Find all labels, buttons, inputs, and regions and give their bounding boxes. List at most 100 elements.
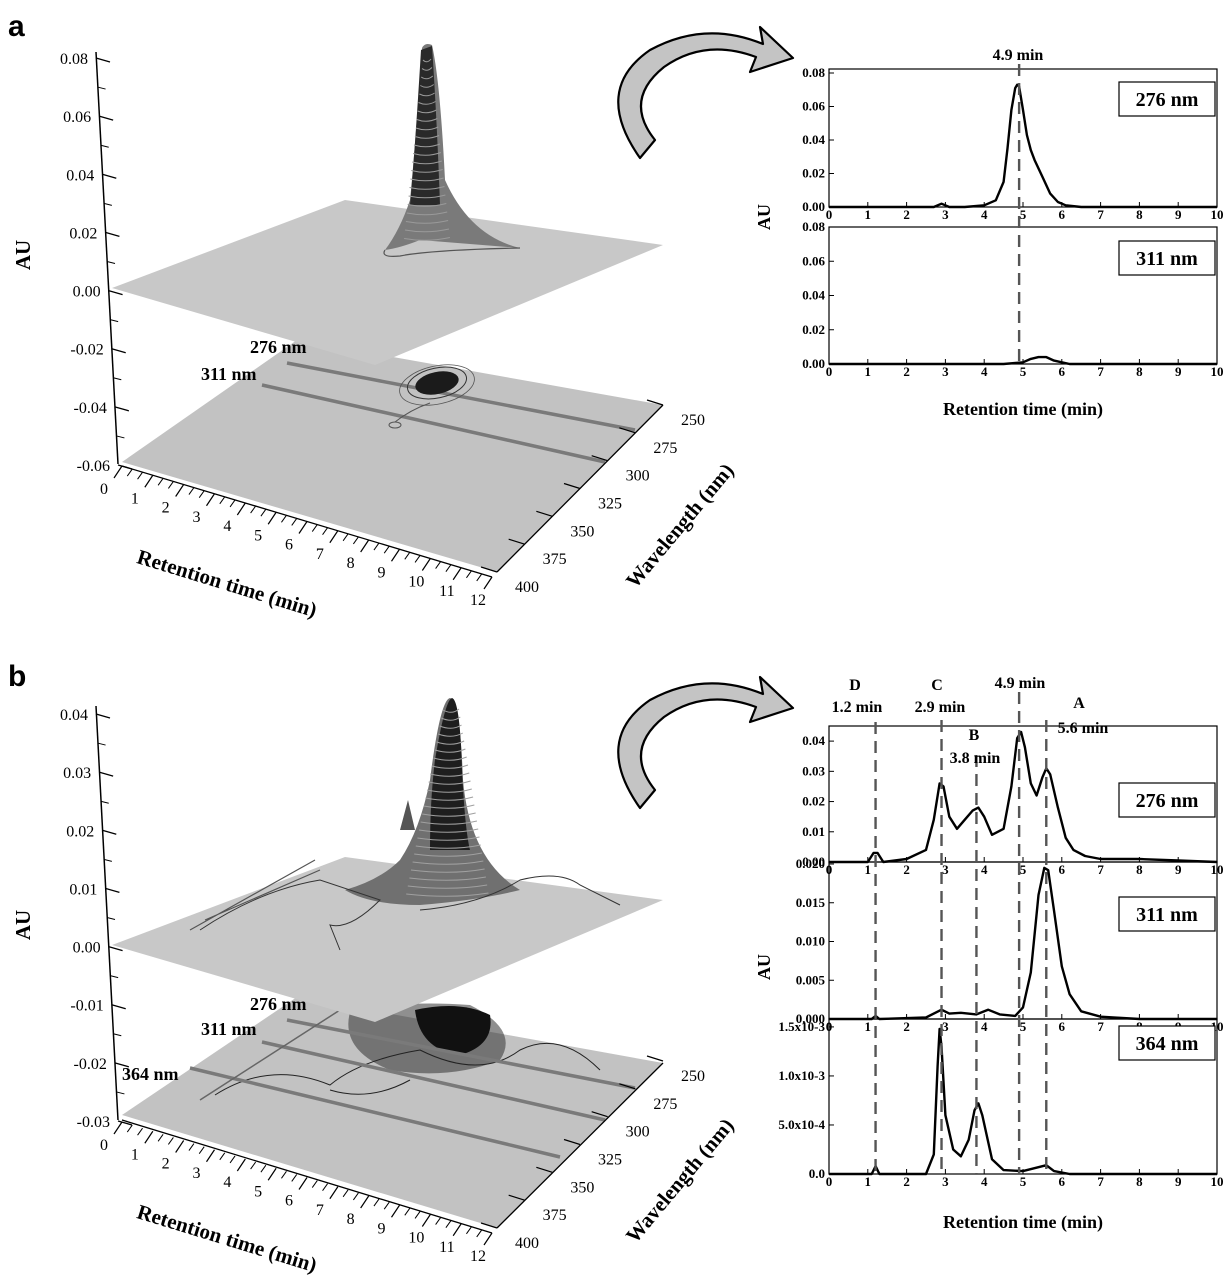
x-minor-tick xyxy=(229,499,236,508)
peak-letter: D xyxy=(849,677,861,694)
z-tick-label: 0.04 xyxy=(60,707,88,724)
x-minor-tick xyxy=(250,505,257,514)
x-tick-label: 4 xyxy=(223,518,231,535)
x-minor-tick xyxy=(342,1189,349,1198)
x-tick-label: 5 xyxy=(1020,1019,1027,1034)
series-line-311-nm xyxy=(829,355,1217,366)
subplot-311-nm: 0.00 0.02 0.04 0.06 0.08 0 1 2 3 4 5 6 7 8 9 10 311 nm xyxy=(802,219,1223,379)
y-tick xyxy=(508,538,525,545)
x-minor-tick xyxy=(404,552,411,560)
x-tick-label: 10 xyxy=(1211,207,1224,222)
z-tick-label: -0.04 xyxy=(74,400,107,417)
x-tick-label: 7 xyxy=(1097,1019,1104,1034)
x-tick-label: 4 xyxy=(981,1174,988,1189)
floor-line-311nm xyxy=(261,1040,606,1122)
x-tick-label: 1 xyxy=(865,1174,872,1189)
z-tick-label: 0.00 xyxy=(73,940,101,957)
y-tick xyxy=(646,1055,664,1062)
x-tick-label: 3 xyxy=(193,509,201,526)
x-tick-label: 6 xyxy=(285,537,293,554)
z-tick-label: 0.03 xyxy=(63,765,91,782)
x-tick-label: 9 xyxy=(1175,862,1182,877)
y-tick xyxy=(480,1222,498,1229)
wavelength-box xyxy=(1118,1025,1216,1061)
z-tick-label: -0.06 xyxy=(77,458,110,475)
y-tick-label: 300 xyxy=(626,468,650,485)
x-tick-label: 0 xyxy=(100,481,108,498)
x-tick-label: 3 xyxy=(193,1165,201,1182)
y-tick xyxy=(536,1166,553,1173)
floor-plane xyxy=(122,997,663,1228)
y-tick-label: 275 xyxy=(653,440,677,457)
x-tick-label: 3 xyxy=(942,364,949,379)
wavelength-label: 311 nm xyxy=(1136,904,1198,926)
surface-plot-b: 0.04 0.03 0.02 0.01 0.00 -0.01 -0.02 -0.03 AU 2… xyxy=(11,698,739,1277)
x-tick-label: 0 xyxy=(826,364,833,379)
z-tick xyxy=(111,348,126,354)
y-tick xyxy=(619,1083,636,1090)
z-minor-tick xyxy=(113,377,122,381)
x-minor-tick xyxy=(404,1208,411,1216)
x-minor-tick xyxy=(219,1152,226,1161)
x-minor-tick xyxy=(445,564,452,572)
x-tick-label: 8 xyxy=(1136,862,1143,877)
panel-letter-b: b xyxy=(8,660,26,693)
z-minor-tick xyxy=(106,917,116,920)
x-tick-label: 7 xyxy=(316,546,324,563)
z-minor-tick xyxy=(100,144,109,148)
z-minor-tick xyxy=(103,202,112,206)
y-tick-label: 375 xyxy=(543,1207,567,1224)
x-tick-label: 4 xyxy=(981,207,988,222)
x-minor-tick xyxy=(260,508,267,517)
z-minor-tick xyxy=(110,975,119,979)
x-tick-label: 8 xyxy=(347,1211,355,1228)
z-minor-tick xyxy=(110,319,119,323)
x-minor-tick xyxy=(322,1183,328,1191)
x-minor-tick xyxy=(352,1192,359,1201)
x-tick-label: 10 xyxy=(408,574,424,591)
x-tick-label: 1 xyxy=(865,207,872,222)
z-tick xyxy=(102,829,117,835)
z-axis-label: AU xyxy=(11,910,35,940)
x-tick-label: 12 xyxy=(470,1248,486,1265)
y-tick-label: 0.08 xyxy=(802,219,825,234)
x-minor-tick xyxy=(126,468,133,477)
x-minor-tick xyxy=(476,1229,483,1238)
x-tick-label: 3 xyxy=(942,207,949,222)
peak-letter: B xyxy=(969,727,980,744)
x-tick-label: 0 xyxy=(100,1137,108,1154)
y-tick-label: 0.00 xyxy=(802,199,825,214)
x-tick xyxy=(483,576,493,590)
x-axis-label: Retention time (min) xyxy=(134,1200,319,1278)
y-tick-label: 0.00 xyxy=(802,356,825,371)
x-axis-label: Retention time (min) xyxy=(134,545,319,623)
series-line-364-nm xyxy=(829,1027,1217,1176)
z-minor-tick xyxy=(106,261,116,264)
y-tick-label: 250 xyxy=(681,412,705,429)
x-axis-line xyxy=(121,1119,493,1234)
x-minor-tick xyxy=(435,1217,442,1225)
z-tick-label: 0.01 xyxy=(69,881,97,898)
z-tick-label: 0.02 xyxy=(66,823,94,840)
x-minor-tick xyxy=(414,555,421,563)
y-tick xyxy=(508,1194,525,1201)
x-tick-label: 1 xyxy=(865,1019,872,1034)
y-tick-label: 0.08 xyxy=(802,65,825,80)
x-tick-label: 9 xyxy=(1175,364,1182,379)
wavelength-box xyxy=(1118,896,1216,932)
y-tick-label: 300 xyxy=(626,1124,650,1141)
y-tick-label: 350 xyxy=(570,1179,594,1196)
wavelength-box xyxy=(1118,782,1216,818)
x-tick-label: 7 xyxy=(1097,207,1104,222)
y-tick-label: 0.06 xyxy=(802,253,825,268)
x-tick-label: 6 xyxy=(285,1193,293,1210)
surface-peak xyxy=(189,698,621,951)
floor-line-276nm xyxy=(286,1018,636,1090)
x-minor-tick xyxy=(445,1220,452,1228)
x-minor-tick xyxy=(476,573,483,582)
wavelength-label: 364 nm xyxy=(1136,1033,1199,1055)
x-tick-label: 0 xyxy=(826,207,833,222)
